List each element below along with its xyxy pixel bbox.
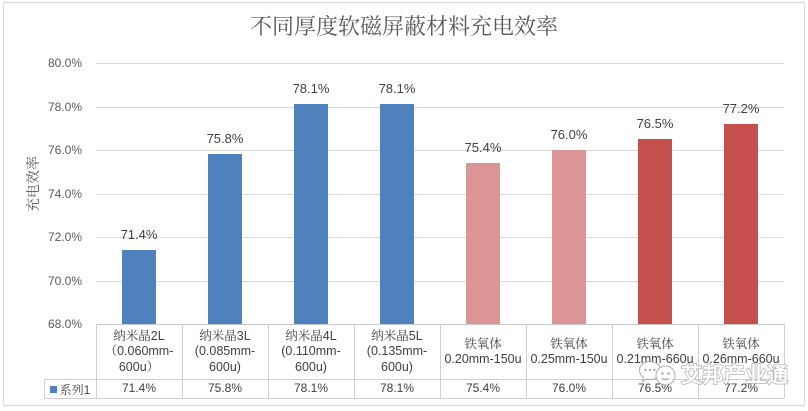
bar — [552, 150, 586, 324]
category-cell: 铁氧体 0.21mm-660u — [612, 325, 698, 379]
bar — [208, 154, 242, 324]
value-cell: 78.1% — [379, 381, 415, 396]
y-axis-tick-label: 74.0% — [47, 186, 82, 201]
y-gridline — [96, 63, 784, 64]
bar-value-label: 76.0% — [550, 127, 588, 142]
category-label: 纳米晶4L (0.110mm- 600u) — [281, 328, 341, 374]
y-gridline — [96, 193, 784, 195]
category-label: 纳米晶2L （0.060mm- 600u） — [104, 328, 174, 374]
value-cell: 75.4% — [465, 381, 501, 396]
table-column-border — [698, 324, 699, 398]
category-label: 纳米晶3L (0.085mm- 600u) — [194, 328, 256, 374]
watermark-text: 艾邦产业通 — [680, 363, 789, 388]
bar — [466, 163, 500, 324]
table-column-border — [440, 324, 441, 398]
y-axis-tick-label: 72.0% — [47, 230, 82, 244]
y-gridline — [96, 106, 784, 108]
category-cell: 纳米晶5L (0.135mm- 600u) — [354, 325, 440, 379]
bar-value-label: 75.4% — [464, 140, 502, 156]
category-label: 铁氧体 0.25mm-150u — [530, 336, 608, 367]
chart-title: 不同厚度软磁屏蔽材料充电效率 — [249, 10, 558, 41]
category-cell: 纳米晶4L (0.110mm- 600u) — [268, 325, 354, 379]
value-cell: 71.4% — [121, 381, 157, 396]
bar-value-label: 78.1% — [378, 81, 416, 97]
bar — [724, 123, 758, 324]
table-column-border — [612, 324, 613, 398]
category-cell: 铁氧体 0.26mm-660u — [698, 325, 784, 379]
watermark: 艾邦产业通 — [638, 359, 789, 389]
y-gridline — [96, 237, 784, 238]
bar — [294, 104, 328, 324]
table-bottom-border — [44, 398, 784, 399]
value-cell: 78.1% — [293, 381, 329, 396]
category-cell: 铁氧体 0.20mm-150u — [440, 325, 526, 379]
value-cell: 76.0% — [551, 381, 587, 396]
table-column-border — [526, 324, 527, 398]
bar-value-label: 75.8% — [206, 131, 244, 147]
y-axis-tick-label: 76.0% — [47, 143, 82, 157]
table-column-border — [354, 324, 355, 398]
table-column-border — [182, 324, 183, 398]
value-cell: 77.2% — [723, 381, 759, 396]
category-cell: 铁氧体 0.25mm-150u — [526, 325, 612, 379]
bar — [380, 104, 414, 324]
legend-color-swatch — [49, 385, 57, 393]
bar — [122, 250, 156, 324]
watermark-logo-icon — [638, 360, 676, 386]
table-column-border — [268, 324, 269, 398]
category-label: 铁氧体 0.20mm-150u — [444, 336, 522, 367]
y-axis-tick-label: 78.0% — [47, 99, 82, 114]
table-column-border — [96, 324, 97, 398]
bar — [638, 139, 672, 324]
category-cell: 纳米晶2L （0.060mm- 600u） — [96, 325, 182, 379]
bar-value-label: 71.4% — [120, 227, 158, 243]
category-label: 铁氧体 0.26mm-660u — [702, 336, 780, 367]
table-column-border — [784, 324, 785, 398]
category-label: 铁氧体 0.21mm-660u — [616, 336, 694, 367]
bar-value-label: 78.1% — [292, 81, 330, 97]
y-axis-tick-label: 80.0% — [47, 56, 82, 70]
y-gridline — [96, 280, 784, 282]
table-row-divider — [44, 379, 784, 380]
bar-value-label: 77.2% — [722, 100, 760, 116]
y-axis-tick-label: 68.0% — [47, 317, 82, 331]
category-cell: 纳米晶3L (0.085mm- 600u) — [182, 325, 268, 379]
bar-value-label: 76.5% — [636, 116, 674, 132]
value-cell: 75.8% — [207, 381, 243, 396]
y-gridline — [96, 150, 784, 151]
legend-series-label: 系列1 — [59, 382, 91, 397]
legend-cell: 系列1 — [44, 380, 96, 398]
category-label: 纳米晶5L (0.135mm- 600u) — [366, 328, 428, 374]
legend-cell-left-border — [44, 379, 45, 398]
y-axis-tick-label: 70.0% — [47, 273, 82, 288]
